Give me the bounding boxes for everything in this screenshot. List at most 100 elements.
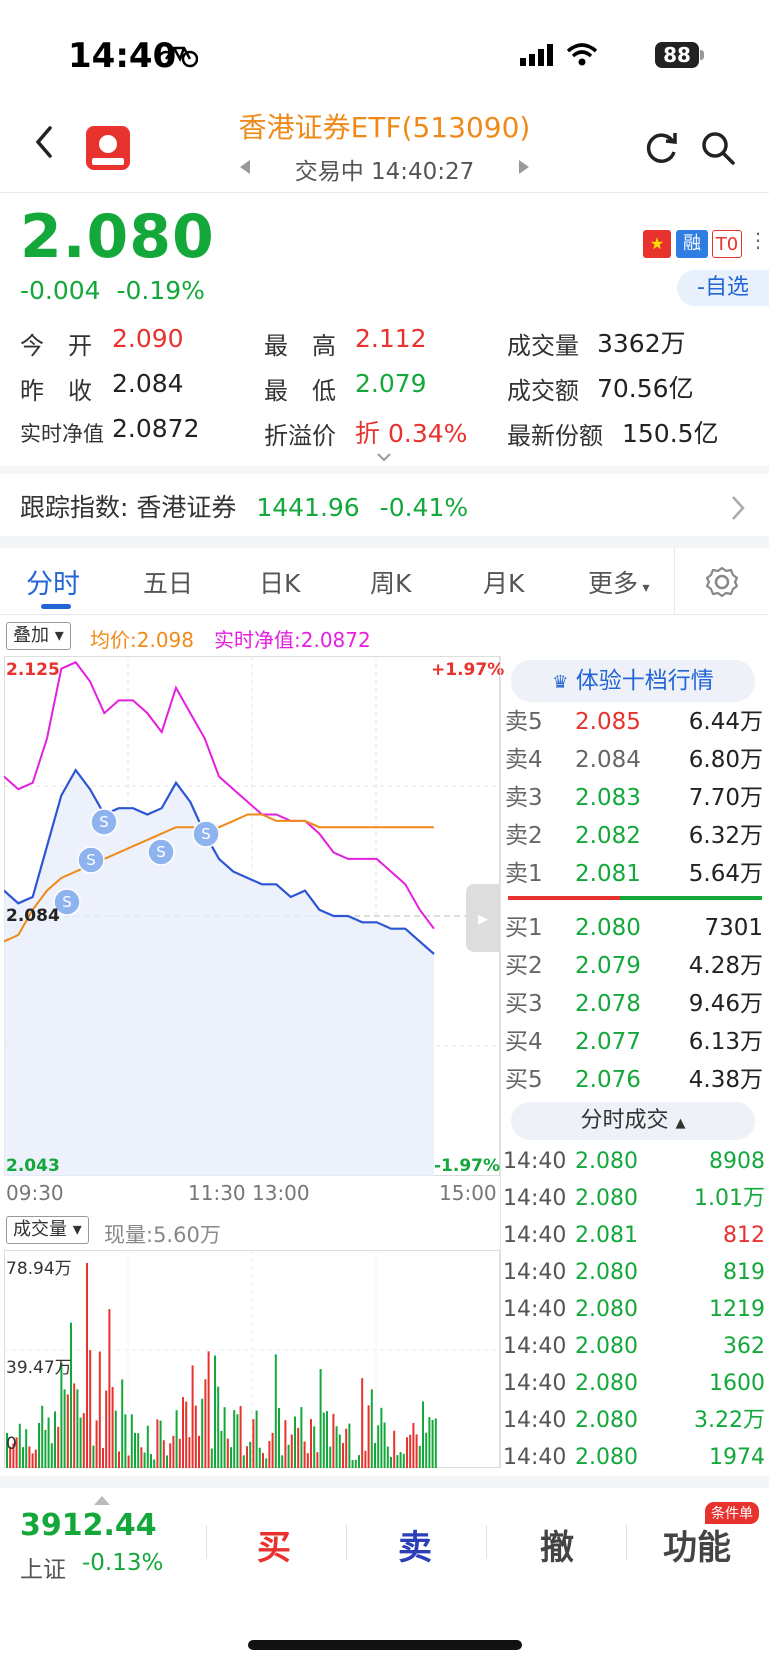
upgrade-l2-button[interactable]: ♛ 体验十档行情: [511, 660, 755, 702]
chart-pct-low: -1.97%: [434, 1156, 501, 1176]
chevron-right-icon[interactable]: [730, 494, 746, 522]
trade-time: 14:40: [503, 1297, 567, 1322]
tracking-index-row[interactable]: 跟踪指数: 香港证券 1441.96 -0.41%: [20, 488, 468, 524]
ask-row-2[interactable]: 卖2 2.082 6.32万: [505, 818, 763, 854]
trade-price: 2.080: [575, 1371, 638, 1396]
tab-weekly-k[interactable]: 周K: [370, 569, 412, 598]
bid-row-4[interactable]: 买4 2.077 6.13万: [505, 1024, 763, 1060]
tab-separator: [674, 548, 675, 614]
low-label: 最 低: [264, 377, 336, 405]
volume-bar: [396, 1455, 399, 1468]
volume-bar: [281, 1455, 284, 1468]
ask-row-5[interactable]: 卖5 2.085 6.44万: [505, 704, 763, 740]
volume-bar: [223, 1407, 226, 1468]
signal-icon: [520, 44, 553, 66]
tab-intraday[interactable]: 分时: [26, 569, 80, 600]
tab-monthly-k[interactable]: 月K: [483, 569, 525, 598]
battery-indicator: 88: [655, 42, 699, 68]
tab-more[interactable]: 更多 ▾: [588, 569, 650, 598]
volume-bar: [140, 1447, 143, 1468]
bid-row-3[interactable]: 买3 2.078 9.46万: [505, 986, 763, 1022]
sh-index-value[interactable]: 3912.44: [20, 1508, 157, 1543]
bid-row-2[interactable]: 买2 2.079 4.28万: [505, 948, 763, 984]
refresh-icon[interactable]: [644, 130, 680, 166]
collapse-panel-handle[interactable]: ▸: [466, 884, 500, 952]
watchlist-button[interactable]: -自选: [677, 270, 769, 306]
bid-row-1[interactable]: 买1 2.080 7301: [505, 910, 763, 946]
trade-time: 14:40: [503, 1334, 567, 1359]
ask-volume: 6.44万: [688, 709, 763, 735]
bid-volume: 9.46万: [688, 991, 763, 1017]
overlay-button[interactable]: 叠加 ▾: [6, 622, 71, 650]
volume-bar: [156, 1419, 159, 1468]
trade-volume: 8908: [709, 1149, 765, 1174]
volume-bar: [338, 1434, 341, 1468]
ask-price: 2.083: [575, 785, 641, 811]
status-time: 14:40: [68, 36, 177, 76]
ask-row-3[interactable]: 卖3 2.083 7.70万: [505, 780, 763, 816]
volume-bar: [198, 1435, 200, 1468]
volume-bar: [66, 1394, 69, 1468]
tab-five-day[interactable]: 五日: [143, 569, 194, 598]
next-stock-icon[interactable]: [519, 160, 529, 174]
volume-bar: [201, 1398, 204, 1468]
volume-bar: [364, 1450, 367, 1468]
back-icon[interactable]: [32, 124, 56, 160]
bid-row-5[interactable]: 买5 2.076 4.38万: [505, 1062, 763, 1098]
chart-y-low: 2.043: [6, 1156, 60, 1176]
tick-trades-toggle[interactable]: 分时成交 ▲: [511, 1102, 755, 1140]
sell-button[interactable]: 卖: [398, 1528, 432, 1568]
volume-bar: [284, 1420, 287, 1468]
expand-icon[interactable]: [376, 452, 392, 462]
index-expand-icon[interactable]: [94, 1496, 110, 1505]
open-value: 2.090: [112, 324, 184, 353]
search-icon[interactable]: [700, 130, 736, 166]
more-icon[interactable]: ⋮: [748, 228, 768, 252]
volume-bar: [50, 1443, 53, 1468]
volume-bar: [124, 1414, 127, 1468]
volume-bar: [297, 1427, 300, 1468]
ask-row-4[interactable]: 卖4 2.084 6.80万: [505, 742, 763, 778]
volume-bar: [108, 1309, 111, 1468]
tab-daily-k[interactable]: 日K: [259, 569, 301, 598]
volume-bar: [294, 1416, 296, 1468]
amount-label: 成交额: [507, 377, 579, 405]
trade-time: 14:40: [503, 1186, 567, 1211]
bid-volume: 7301: [704, 915, 763, 941]
buy-button[interactable]: 买: [257, 1528, 291, 1568]
trade-row: 14:40 2.080 1.01万: [503, 1181, 765, 1217]
volume-chart[interactable]: [4, 1250, 500, 1468]
settings-icon[interactable]: [706, 566, 738, 598]
cancel-order-button[interactable]: 撤: [540, 1528, 574, 1568]
volume-bar: [86, 1263, 88, 1468]
volume-bar: [425, 1432, 428, 1468]
volume-bar: [287, 1444, 290, 1468]
volume-bar: [130, 1414, 133, 1468]
volume-bar: [422, 1401, 424, 1468]
trade-volume: 1974: [709, 1445, 765, 1470]
volume-bar: [386, 1446, 389, 1468]
ask-row-1[interactable]: 卖1 2.081 5.64万: [505, 856, 763, 892]
function-button[interactable]: 功能: [663, 1528, 731, 1568]
chart-pct-high: +1.97%: [431, 660, 505, 680]
volume-bar: [89, 1350, 92, 1468]
x-tick-open: 09:30: [6, 1181, 64, 1205]
prev-stock-icon[interactable]: [240, 160, 250, 174]
volume-bar: [146, 1425, 149, 1468]
trade-time: 14:40: [503, 1371, 567, 1396]
bid-label: 买4: [505, 1029, 543, 1055]
intraday-chart[interactable]: S S S S S: [4, 656, 500, 1176]
app-logo: [86, 126, 130, 170]
volume-bar: [290, 1434, 293, 1468]
trade-price: 2.080: [575, 1334, 638, 1359]
volume-bar: [306, 1453, 309, 1468]
ask-volume: 6.80万: [688, 747, 763, 773]
ask-pressure-bar: [508, 896, 620, 900]
collapse-up-icon: ▲: [675, 1116, 686, 1131]
volume-indicator-button[interactable]: 成交量 ▾: [6, 1216, 89, 1244]
volume-bar: [15, 1437, 18, 1468]
volume-bar: [22, 1447, 24, 1468]
panel-divider: [500, 656, 501, 1468]
ask-price: 2.085: [575, 709, 641, 735]
amount-value: 70.56亿: [597, 374, 694, 403]
